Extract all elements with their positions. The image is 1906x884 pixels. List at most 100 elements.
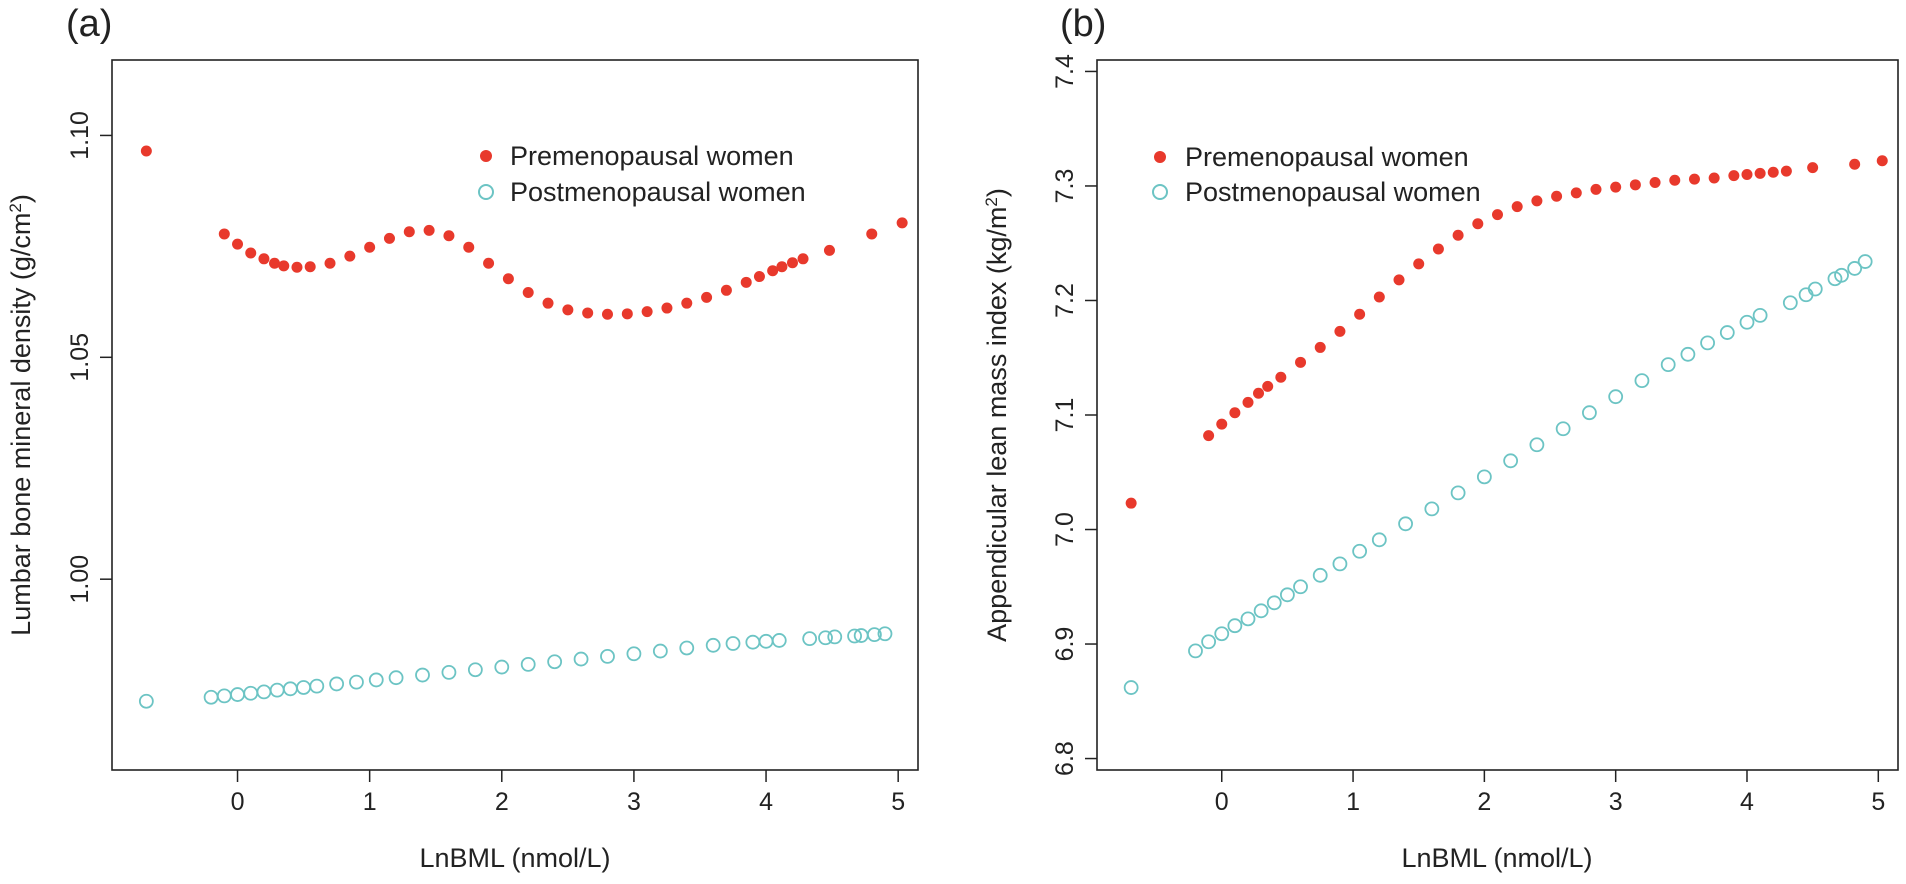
panel-b-premenopausal-point — [1590, 183, 1602, 195]
panel-a-premenopausal-point — [502, 273, 514, 285]
panel-b-premenopausal-point — [1472, 218, 1484, 230]
panel-b-premenopausal-point — [1669, 174, 1681, 186]
panel-b-premenopausal-point — [1708, 172, 1720, 184]
panel-a-premenopausal-point — [896, 217, 908, 229]
panel-a-premenopausal-point — [269, 257, 281, 269]
panel-b-postmenopausal-point — [1398, 516, 1413, 532]
panel-a-x-tick-label: 3 — [627, 788, 641, 816]
panel-a-legend-marker-pre — [480, 150, 492, 162]
panel-a-y-tick-label: 1.05 — [66, 333, 94, 382]
panel-b-postmenopausal-point — [1857, 254, 1873, 269]
panel-a-postmenopausal-point — [745, 634, 761, 650]
panel-a-y-tick-label: 1.00 — [66, 555, 94, 604]
panel-b-postmenopausal-point — [1450, 485, 1466, 501]
panel-b-y-title-main: Appendicular lean mass index (kg/m — [982, 207, 1012, 642]
panel-a-postmenopausal-point — [415, 667, 430, 683]
panel-b-premenopausal-point — [1807, 162, 1819, 174]
panel-a-postmenopausal-point — [771, 633, 787, 648]
panel-b-postmenopausal-point — [1752, 307, 1768, 323]
panel-b-premenopausal-point — [1216, 418, 1228, 430]
panel-b-postmenopausal-point — [1424, 501, 1440, 517]
panel-a-postmenopausal-point — [388, 670, 404, 686]
panel-a-premenopausal-point — [232, 238, 244, 250]
panel-b-postmenopausal-point — [1700, 335, 1715, 351]
panel-b-y-tick-label: 7.2 — [1051, 283, 1079, 318]
panel-b-y-tick-label: 7.3 — [1051, 169, 1079, 204]
panel-b-premenopausal-point — [1767, 166, 1779, 178]
panel-b-y-tick-label: 6.9 — [1051, 627, 1079, 662]
panel-b-y-axis: 6.8 6.9 7.0 7.1 7.2 7.3 7.4 — [1051, 54, 1097, 776]
panel-b-premenopausal-point — [1229, 407, 1241, 419]
panel-b-premenopausal-point — [1876, 155, 1888, 167]
panel-b-postmenopausal-point — [1240, 611, 1256, 627]
panel-a-premenopausal-point — [866, 228, 878, 240]
panel-a-y-title-main: Lumbar bone mineral density (g/cm — [6, 213, 36, 636]
panel-a-premenopausal-point — [463, 241, 475, 253]
panel-a-premenopausal-point — [582, 307, 594, 319]
panel-b-premenopausal-point — [1849, 158, 1861, 170]
panel-b-postmenopausal-point — [1847, 261, 1863, 276]
panel-b-postmenopausal-point — [1634, 373, 1650, 389]
panel-b-postmenopausal-point — [1371, 532, 1387, 548]
panel-a-postmenopausal-point — [467, 662, 483, 678]
panel-b-premenopausal-point — [1688, 173, 1700, 185]
panel-a-postmenopausal-point — [230, 687, 245, 702]
panel-a-postmenopausal-point — [758, 633, 774, 649]
panel-a-x-tick-label: 5 — [891, 788, 905, 816]
panel-b-legend-marker-post — [1152, 184, 1168, 200]
panel-b-postmenopausal-point — [1123, 680, 1139, 695]
panel-b-premenopausal-point — [1570, 187, 1582, 199]
panel-b-premenopausal-point — [1610, 181, 1622, 193]
panel-a-postmenopausal-point — [256, 684, 272, 700]
panel-a-postmenopausal-point — [652, 643, 668, 659]
panel-a-premenopausal-point — [542, 297, 554, 309]
panel-a-premenopausal-point — [324, 257, 336, 269]
panel-b-premenopausal-point — [1531, 195, 1543, 207]
panel-a-postmenopausal-point — [877, 626, 893, 642]
panel-b-postmenopausal-point — [1660, 357, 1676, 373]
panel-b-postmenopausal-point — [1608, 389, 1624, 405]
panel-a-postmenopausal-point — [866, 627, 882, 643]
panel-a-postmenopausal-point — [705, 637, 721, 653]
panel-a-premenopausal-point — [823, 244, 835, 256]
panel-b-y-tick-label: 7.4 — [1051, 54, 1079, 89]
panel-a-y-title-sup: 2 — [6, 203, 25, 212]
panel-a-premenopausal-point — [423, 224, 435, 236]
panel-b-legend-label-pre: Premenopausal women — [1185, 142, 1469, 172]
panel-b-premenopausal-point — [1432, 243, 1444, 255]
panel-b-postmenopausal-point — [1253, 603, 1269, 619]
panel-a-x-axis: 0 1 2 3 4 5 — [231, 770, 905, 816]
panel-b-premenopausal-point — [1492, 209, 1503, 221]
panel-a-premenopausal-point — [383, 232, 395, 244]
panel-a-premenopausal-point — [720, 284, 732, 296]
panel-a-postmenopausal-point — [547, 654, 563, 670]
panel-b-postmenopausal-point — [1280, 587, 1295, 603]
panel-a-x-axis-title: LnBML (nmol/L) — [419, 843, 610, 873]
panel-b-premenopausal-point — [1741, 169, 1753, 181]
panel-b-postmenopausal-point — [1719, 325, 1735, 340]
panel-b-postmenopausal-point — [1201, 634, 1217, 650]
panel-a-postmenopausal-point — [494, 659, 510, 675]
panel-a-x-tick-label: 4 — [759, 788, 773, 816]
panel-b-premenopausal-point — [1354, 308, 1366, 320]
panel-b-x-tick-label: 5 — [1871, 788, 1885, 816]
panel-a-postmenopausal-point — [802, 631, 818, 647]
panel-b-x-tick-label: 4 — [1740, 788, 1754, 816]
panel-a-legend-marker-post — [478, 184, 494, 200]
panel-b-x-axis: 0 1 2 3 4 5 — [1215, 770, 1885, 816]
panel-a-postmenopausal-point — [203, 689, 219, 705]
panel-a-premenopausal-point — [304, 261, 316, 273]
panel-b-postmenopausal-point — [1739, 314, 1755, 330]
panel-b-postmenopausal-point — [1332, 556, 1348, 572]
panel-a-y-title-tail: ) — [6, 194, 36, 203]
panel-a-postmenopausal-point — [626, 646, 642, 662]
panel-b-legend-marker-pre — [1154, 151, 1166, 163]
panel-b-postmenopausal-point — [1293, 579, 1308, 595]
panel-a-premenopausal-point — [443, 230, 455, 242]
panel-b-x-axis-title: LnBML (nmol/L) — [1401, 843, 1592, 873]
panel-b-postmenopausal-point — [1352, 543, 1368, 559]
panel-b-postmenopausal-point — [1555, 421, 1571, 437]
panel-a-postmenopausal-point — [520, 656, 536, 672]
panel-a-y-tick-label: 1.10 — [66, 111, 94, 160]
panel-b-postmenopausal-point — [1188, 643, 1203, 659]
